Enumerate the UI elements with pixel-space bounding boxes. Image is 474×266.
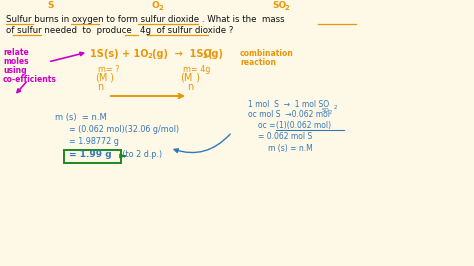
Text: relate: relate (3, 48, 29, 57)
Text: reaction: reaction (240, 58, 276, 67)
Text: of sulfur needed  to  produce   4g  of sulfur dioxide ?: of sulfur needed to produce 4g of sulfur… (6, 26, 233, 35)
Text: (1)(0.062 mol): (1)(0.062 mol) (276, 121, 331, 130)
Text: 2: 2 (329, 110, 332, 115)
Text: 2: 2 (148, 53, 153, 60)
Text: (to 2 d.p.): (to 2 d.p.) (120, 150, 162, 159)
Text: (M: (M (180, 73, 192, 83)
Text: n: n (97, 82, 103, 92)
Text: m= ?: m= ? (98, 65, 119, 74)
Text: ): ) (104, 73, 114, 83)
Text: 2: 2 (159, 5, 164, 11)
Text: S: S (47, 1, 54, 10)
Text: = 1.99 g: = 1.99 g (69, 150, 111, 159)
Text: 2: 2 (334, 105, 337, 110)
Text: (g)  →  1SO: (g) → 1SO (152, 49, 212, 59)
Text: SO: SO (272, 1, 286, 10)
Text: oc =: oc = (258, 121, 275, 130)
Text: 1S(s) + 1O: 1S(s) + 1O (90, 49, 148, 59)
Text: (M: (M (95, 73, 108, 83)
Text: using: using (3, 66, 27, 75)
Text: ): ) (190, 73, 200, 83)
FancyArrowPatch shape (174, 134, 230, 153)
Text: 1 mol  S  →  1 mol SO: 1 mol S → 1 mol SO (248, 100, 329, 109)
Text: Sulfur burns in oxygen to form sulfur dioxide . What is the  mass: Sulfur burns in oxygen to form sulfur di… (6, 15, 284, 24)
Text: moles: moles (3, 57, 28, 66)
Text: m= 4g: m= 4g (183, 65, 210, 74)
Text: oc mol S  →0.062 mol: oc mol S →0.062 mol (248, 110, 330, 119)
Text: O: O (152, 1, 160, 10)
Text: = 1.98772 g: = 1.98772 g (69, 137, 119, 146)
Text: m (s)  = n.M: m (s) = n.M (55, 113, 107, 122)
Text: (g): (g) (207, 49, 223, 59)
Text: = (0.062 mol)(32.06 g/mol): = (0.062 mol)(32.06 g/mol) (69, 125, 179, 134)
Text: n: n (187, 82, 193, 92)
Text: 2: 2 (285, 5, 290, 11)
Text: combination: combination (240, 49, 294, 58)
Text: SO: SO (322, 108, 330, 113)
Text: = 0.062 mol S: = 0.062 mol S (258, 132, 312, 141)
Text: 2: 2 (203, 53, 208, 60)
Text: m (s) = n.M: m (s) = n.M (268, 144, 313, 153)
Text: co-efficients: co-efficients (3, 75, 57, 84)
